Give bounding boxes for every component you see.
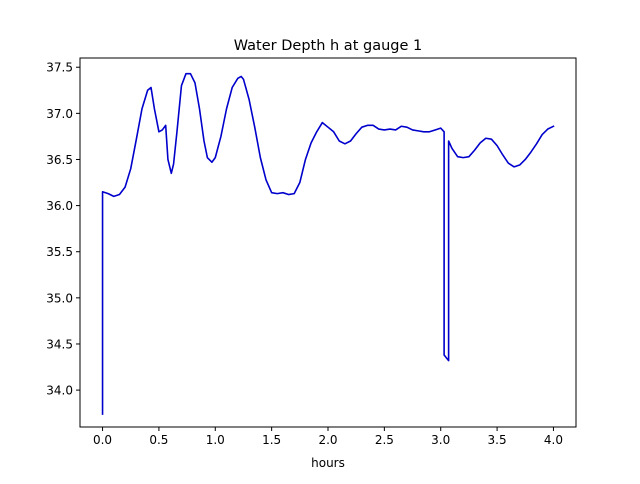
y-tick-label: 37.5 bbox=[46, 61, 73, 75]
y-tick-label: 36.5 bbox=[46, 153, 73, 167]
chart-title: Water Depth h at gauge 1 bbox=[234, 38, 422, 54]
y-tick-label: 34.5 bbox=[46, 337, 73, 351]
y-tick-label: 36.0 bbox=[46, 199, 73, 213]
y-tick-label: 35.0 bbox=[46, 291, 73, 305]
x-tick-label: 1.0 bbox=[206, 433, 225, 447]
x-tick-label: 0.5 bbox=[149, 433, 168, 447]
x-tick-label: 2.0 bbox=[318, 433, 337, 447]
x-tick-label: 3.5 bbox=[488, 433, 507, 447]
x-tick-label: 4.0 bbox=[544, 433, 563, 447]
x-tick-label: 3.0 bbox=[431, 433, 450, 447]
series-line-0 bbox=[101, 72, 555, 415]
y-tick-label: 35.5 bbox=[46, 245, 73, 259]
x-tick-label: 0.0 bbox=[93, 433, 112, 447]
y-tick-label: 37.0 bbox=[46, 107, 73, 121]
y-tick-label: 34.0 bbox=[46, 384, 73, 398]
x-tick-label: 2.5 bbox=[375, 433, 394, 447]
plot-area bbox=[79, 57, 577, 428]
x-tick-label: 1.5 bbox=[262, 433, 281, 447]
y-axis-ticks: 34.0 34.5 35.0 35.5 36.0 36.5 37.0 37.5 bbox=[46, 61, 80, 398]
axes-frame bbox=[79, 57, 577, 428]
x-axis-ticks: 0.0 0.5 1.0 1.5 2.0 2.5 3.0 3.5 4.0 bbox=[93, 427, 563, 447]
x-axis-label: hours bbox=[311, 456, 345, 470]
